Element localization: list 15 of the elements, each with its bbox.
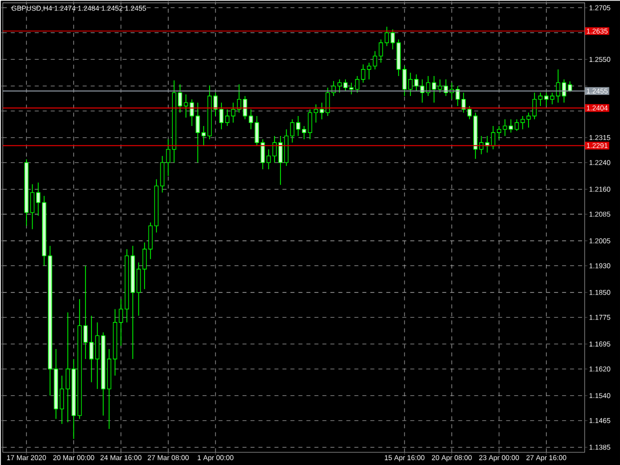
candlestick <box>308 108 312 140</box>
candlestick <box>502 118 508 136</box>
candlestick <box>402 66 407 96</box>
candlestick <box>337 78 342 93</box>
candlestick <box>496 125 502 140</box>
candlestick <box>438 78 442 93</box>
candlestick <box>372 50 378 70</box>
candlestick <box>467 106 472 120</box>
candlestick <box>532 92 537 120</box>
candlestick <box>83 265 88 360</box>
candlestick <box>278 135 283 186</box>
candlestick <box>148 222 153 260</box>
candlestick <box>178 84 182 113</box>
candlestick <box>242 96 248 120</box>
candlestick <box>118 298 124 346</box>
